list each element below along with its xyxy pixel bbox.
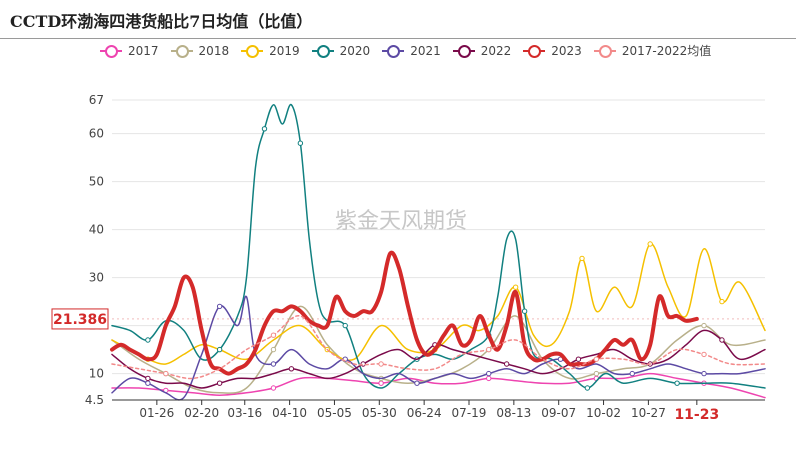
- data-point: [342, 322, 348, 329]
- legend-symbol: [382, 44, 405, 58]
- data-point: [378, 380, 384, 386]
- x-tick-label: 04-10: [272, 406, 307, 420]
- legend-item-2023[interactable]: 2023: [523, 44, 582, 58]
- data-point: [647, 241, 653, 247]
- chart-title: CCTD环渤海四港货船比7日均值（比值）: [10, 12, 313, 31]
- data-point: [486, 375, 492, 382]
- data-point: [719, 298, 725, 305]
- y-highlight-box: [51, 308, 109, 330]
- y-tick-label: 10: [89, 367, 104, 381]
- data-point: [674, 380, 680, 386]
- title-divider: [0, 38, 796, 39]
- x-highlight-label: 11-23: [674, 407, 719, 423]
- data-point: [719, 337, 725, 343]
- data-point: [512, 284, 519, 290]
- data-point: [593, 356, 600, 362]
- x-tick-label: 05-30: [362, 406, 397, 420]
- data-point: [486, 370, 492, 377]
- series-line-2018: [111, 305, 766, 394]
- data-point: [701, 322, 707, 329]
- data-point: [521, 308, 528, 314]
- series-line-2019: [111, 243, 766, 365]
- data-point: [216, 303, 223, 310]
- series-line-2023: [110, 250, 699, 376]
- data-point: [593, 370, 600, 377]
- x-tick-label: 02-20: [184, 406, 219, 420]
- data-point: [701, 370, 707, 377]
- x-tick-label: 03-16: [227, 406, 262, 420]
- data-point: [145, 337, 151, 343]
- data-point: [579, 255, 585, 262]
- highlight-layer: 11-23 21.386: [51, 308, 765, 423]
- y-tick-label: 4.5: [85, 393, 104, 407]
- x-tick-label: 05-05: [317, 406, 352, 420]
- data-point: [145, 380, 151, 386]
- legend-item-2020[interactable]: 2020: [311, 43, 371, 58]
- data-point: [270, 361, 277, 367]
- data-point: [163, 370, 169, 377]
- series-line-2017: [111, 372, 766, 399]
- data-point: [486, 346, 492, 353]
- y-tick-label: 40: [89, 223, 104, 237]
- x-tick-label: 09-07: [541, 406, 576, 420]
- legend-item-2017-2022均值[interactable]: 2017-2022均值: [593, 42, 712, 59]
- legend-symbol: [311, 44, 334, 58]
- legend-item-2022[interactable]: 2022: [452, 43, 512, 58]
- data-point: [216, 380, 223, 386]
- x-tick-label: 08-13: [496, 406, 531, 420]
- legend-symbol: [100, 44, 122, 58]
- data-point: [145, 375, 151, 382]
- data-point: [575, 356, 582, 362]
- legend-item-2017[interactable]: 2017: [100, 44, 159, 58]
- y-tick-label: 50: [89, 175, 104, 189]
- data-point: [584, 385, 591, 391]
- legend-label: 2021: [410, 43, 441, 58]
- data-point: [503, 361, 510, 367]
- x-tick-label: 10-02: [586, 406, 621, 420]
- chart-legend: 2017 2018 2019 2020 2021 2022 2023 2017-2022均值: [100, 42, 711, 59]
- y-tick-label: 30: [89, 271, 104, 285]
- legend-label: 2022: [480, 43, 512, 58]
- legend-label: 2019: [269, 43, 300, 58]
- legend-label: 2017-2022均值: [621, 44, 712, 58]
- data-point: [216, 346, 223, 353]
- y-tick-label: 67: [89, 93, 104, 107]
- data-point: [378, 361, 384, 367]
- legend-symbol: [593, 44, 616, 58]
- data-point: [270, 385, 277, 391]
- legend-label: 2023: [551, 43, 582, 58]
- y-highlight-label: 21.386: [53, 312, 107, 328]
- data-point: [414, 380, 420, 386]
- legend-symbol: [452, 44, 475, 58]
- legend-item-2018[interactable]: 2018: [170, 43, 230, 58]
- y-tick-label: 60: [89, 127, 104, 141]
- data-point: [629, 370, 635, 377]
- legend-symbol: [523, 44, 546, 58]
- x-tick-label: 10-27: [631, 406, 666, 420]
- legend-label: 2020: [339, 43, 371, 58]
- x-tick-label: 01-26: [139, 406, 174, 420]
- data-point: [270, 332, 277, 338]
- data-point: [270, 346, 277, 353]
- x-tick-label: 07-19: [452, 406, 487, 420]
- legend-item-2021[interactable]: 2021: [382, 44, 441, 58]
- legend-label: 2018: [198, 43, 230, 58]
- watermark: 紫金天风期货: [335, 209, 467, 234]
- legend-symbol: [170, 44, 193, 58]
- data-point: [297, 140, 304, 146]
- data-point: [261, 126, 268, 132]
- legend-symbol: [241, 44, 264, 58]
- series-layer: [110, 103, 766, 401]
- data-point: [288, 366, 295, 372]
- data-point: [701, 351, 707, 358]
- legend-item-2019[interactable]: 2019: [241, 44, 300, 58]
- x-tick-label: 06-24: [407, 406, 442, 420]
- grid-lines: [112, 99, 765, 375]
- series-line-2017-2022均值: [111, 315, 766, 380]
- legend-label: 2017: [128, 43, 159, 58]
- axes-layer: 4.51020304050606701-2602-2003-1604-1005-…: [85, 93, 765, 420]
